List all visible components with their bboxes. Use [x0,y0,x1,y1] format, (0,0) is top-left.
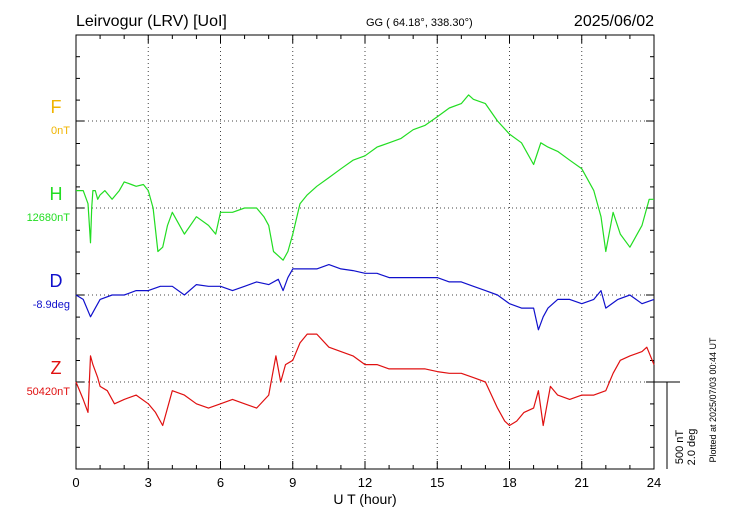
x-tick-label: 6 [217,475,224,490]
series-line-h [76,94,654,261]
x-tick-label: 21 [575,475,589,490]
x-tick-label: 0 [72,475,79,490]
series-baseline-z: 50420nT [27,386,71,398]
plot-grid [76,35,654,469]
series-baseline-h: 12680nT [27,212,71,224]
scale-bar: 500 nT 2.0 deg [654,381,698,469]
plot-date: 2025/06/02 [574,13,654,30]
x-axis-label: U T (hour) [333,491,396,507]
series-lines [75,94,655,427]
x-tick-label: 15 [430,475,444,490]
series-line-z [75,333,655,427]
x-tick-label: 24 [647,475,661,490]
x-tick-label: 18 [502,475,516,490]
series-name-f: F [51,97,62,117]
series-baseline-d: -8.9deg [33,299,70,311]
x-tick-label: 12 [358,475,372,490]
scale-bar-deg: 2.0 deg [686,429,698,466]
x-tick-label: 9 [289,475,296,490]
plotted-at-note: Plotted at 2025/07/03 00:44 UT [708,337,718,463]
station-coords: GG ( 64.18°, 338.30°) [366,17,473,29]
series-name-h: H [50,184,63,204]
series-name-d: D [50,271,63,291]
series-line-d [75,264,655,331]
station-title: Leirvogur (LRV) [UoI] [76,13,227,30]
scale-bar-nt: 500 nT [674,430,686,465]
series-name-z: Z [51,358,62,378]
x-tick-label: 3 [145,475,152,490]
series-baseline-f: 0nT [51,125,70,137]
x-axis: 0 3 6 9 12 15 18 21 24 [72,35,661,490]
series-labels: F 0nT H 12680nT D -8.9deg Z 50420nT [27,97,71,398]
